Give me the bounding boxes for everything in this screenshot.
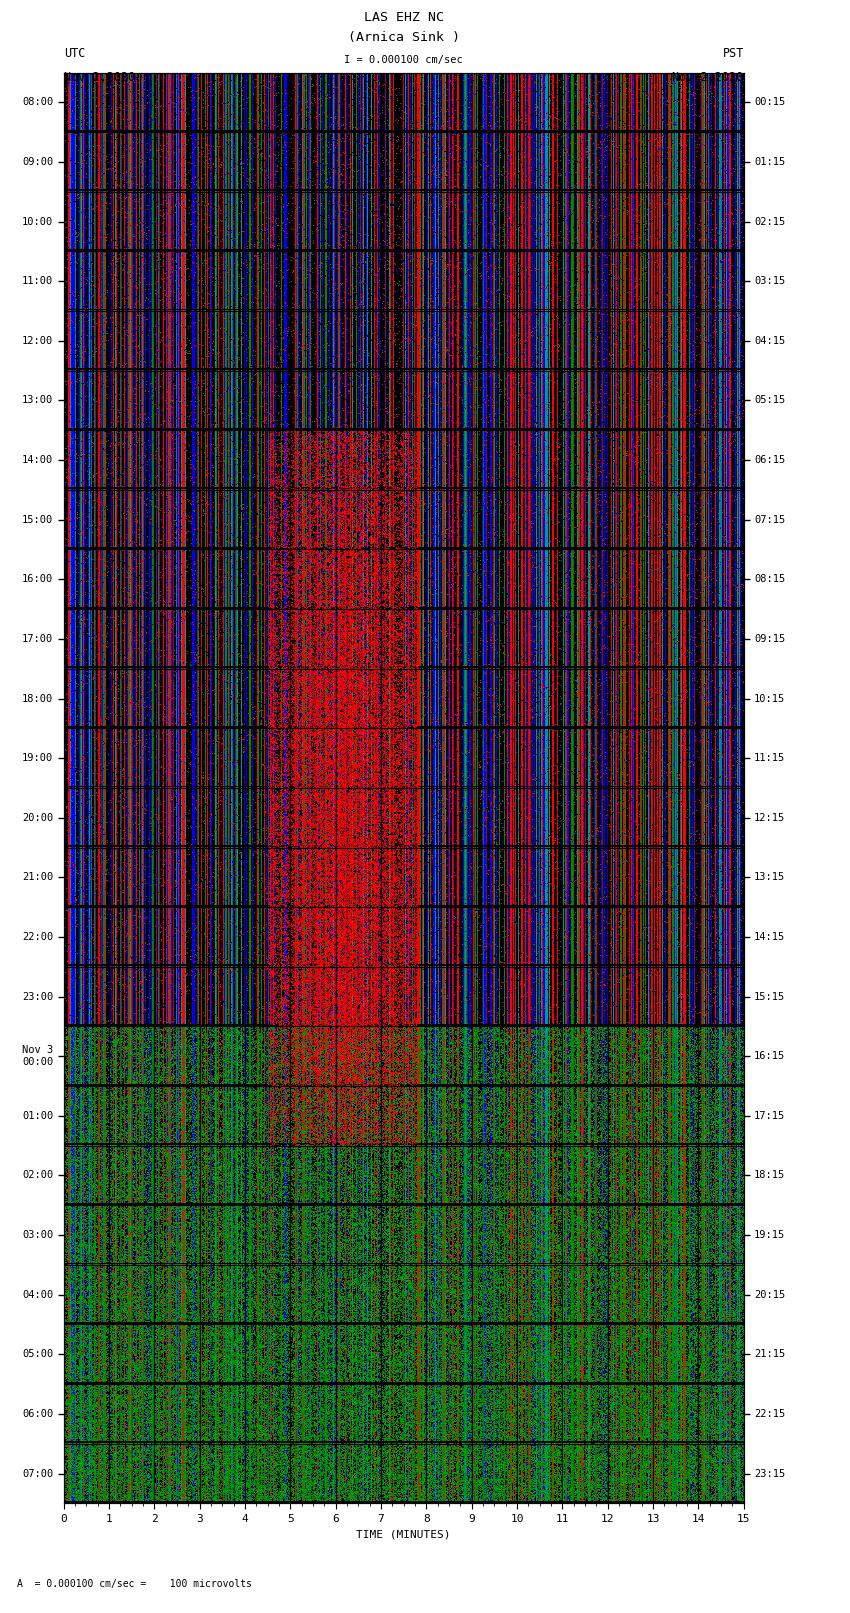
Text: A  = 0.000100 cm/sec =    100 microvolts: A = 0.000100 cm/sec = 100 microvolts xyxy=(17,1579,252,1589)
X-axis label: TIME (MINUTES): TIME (MINUTES) xyxy=(356,1529,451,1539)
Text: Nov 2,2020: Nov 2,2020 xyxy=(64,71,135,84)
Text: LAS EHZ NC: LAS EHZ NC xyxy=(364,11,444,24)
Text: I = 0.000100 cm/sec: I = 0.000100 cm/sec xyxy=(344,55,463,65)
Text: PST: PST xyxy=(722,47,744,60)
Text: UTC: UTC xyxy=(64,47,85,60)
Text: (Arnica Sink ): (Arnica Sink ) xyxy=(348,31,460,44)
Text: Nov 2,2020: Nov 2,2020 xyxy=(672,71,744,84)
